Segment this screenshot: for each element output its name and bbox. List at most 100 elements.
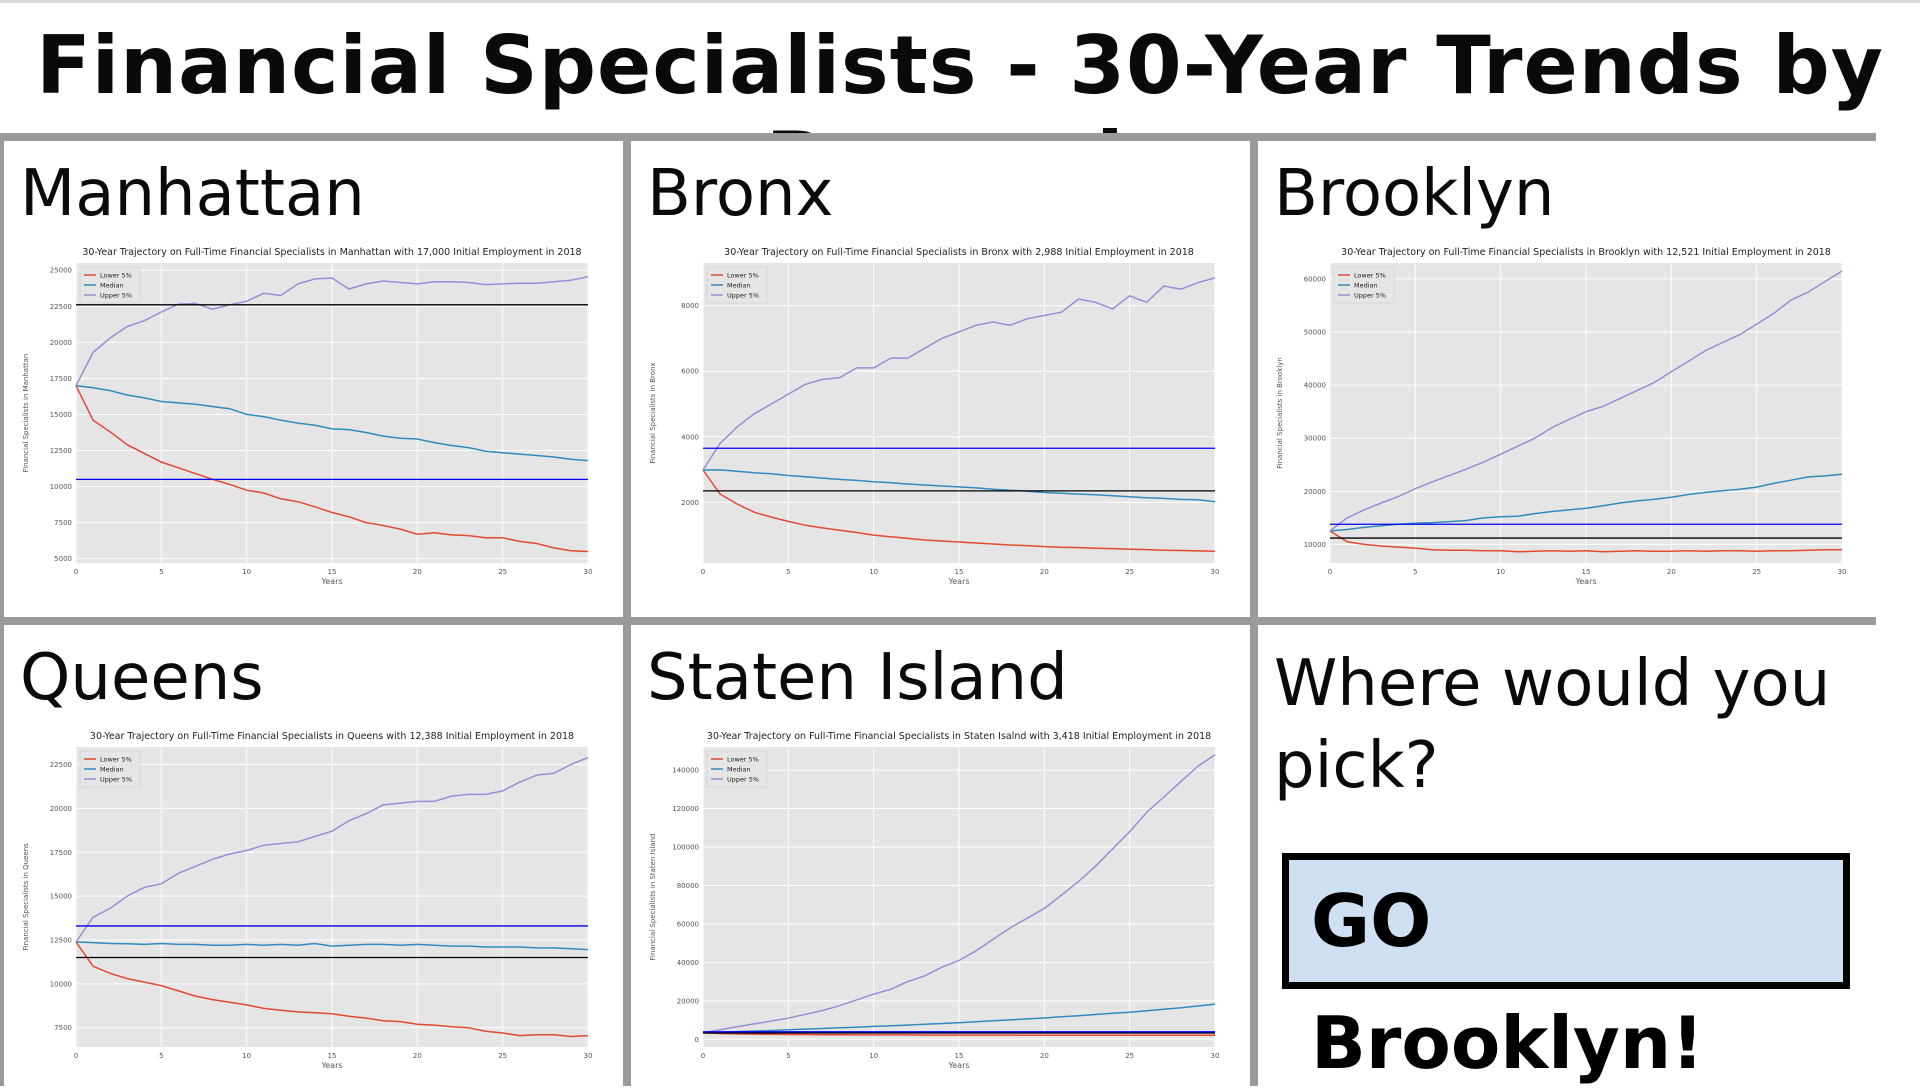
legend-label: Lower 5% xyxy=(100,756,132,764)
chart-brooklyn: 30-Year Trajectory on Full-Time Financia… xyxy=(1270,241,1860,601)
chart-bronx: 30-Year Trajectory on Full-Time Financia… xyxy=(643,241,1233,601)
y-tick-label: 22500 xyxy=(50,303,72,311)
y-tick-label: 25000 xyxy=(50,267,72,275)
y-tick-label: 60000 xyxy=(1304,275,1326,283)
y-tick-label: 7500 xyxy=(54,1024,72,1032)
y-tick-label: 120000 xyxy=(672,805,699,813)
legend: Lower 5% Median Upper 5% xyxy=(79,750,141,788)
panel-staten-island: Staten Island 30-Year Trajectory on Full… xyxy=(631,625,1250,1092)
borough-label: Bronx xyxy=(647,157,834,231)
y-tick-label: 100000 xyxy=(672,844,699,852)
x-tick-label: 15 xyxy=(328,1052,337,1060)
series-line-median xyxy=(1329,473,1843,532)
x-tick-label: 30 xyxy=(584,568,593,576)
x-tick-label: 30 xyxy=(1838,568,1847,576)
x-tick-label: 25 xyxy=(498,1052,507,1060)
legend-label: Median xyxy=(727,282,751,290)
chart-title: 30-Year Trajectory on Full-Time Financia… xyxy=(724,247,1194,258)
x-tick-label: 20 xyxy=(413,568,422,576)
y-tick-label: 10000 xyxy=(50,483,72,491)
borough-label: Brooklyn xyxy=(1274,157,1555,231)
series-line-median xyxy=(702,469,1216,503)
series-line-lower-5- xyxy=(75,385,589,553)
x-tick-label: 25 xyxy=(1125,1052,1134,1060)
borough-label: Manhattan xyxy=(20,157,365,231)
y-tick-label: 60000 xyxy=(677,920,699,928)
y-tick-label: 20000 xyxy=(677,997,699,1005)
x-tick-label: 10 xyxy=(869,568,878,576)
y-tick-label: 8000 xyxy=(681,302,699,310)
y-tick-label: 6000 xyxy=(681,368,699,376)
y-tick-label: 17500 xyxy=(50,849,72,857)
x-tick-label: 5 xyxy=(786,568,790,576)
y-tick-label: 12500 xyxy=(50,447,72,455)
y-tick-label: 140000 xyxy=(672,767,699,775)
y-axis-label: Financial Specialists in Brooklyn xyxy=(1276,357,1284,469)
y-tick-label: 4000 xyxy=(681,433,699,441)
series-line-upper-5- xyxy=(75,756,589,943)
legend-label: Median xyxy=(727,766,751,774)
chart-svg: 30-Year Trajectory on Full-Time Financia… xyxy=(649,247,1219,586)
x-tick-label: 15 xyxy=(955,568,964,576)
y-axis-label: Financial Specialists in Staten Island xyxy=(649,834,657,961)
x-axis-label: Years xyxy=(320,1061,342,1070)
y-tick-label: 50000 xyxy=(1304,329,1326,337)
borough-label: Queens xyxy=(20,641,264,715)
legend-label: Median xyxy=(100,766,124,774)
chart-staten-island: 30-Year Trajectory on Full-Time Financia… xyxy=(643,725,1233,1085)
legend-label: Upper 5% xyxy=(100,776,132,784)
y-tick-label: 15000 xyxy=(50,411,72,419)
go-brooklyn-button[interactable]: GO Brooklyn! xyxy=(1282,853,1850,1085)
legend-label: Lower 5% xyxy=(1354,272,1386,280)
y-tick-label: 7500 xyxy=(54,519,72,527)
legend-label: Lower 5% xyxy=(727,272,759,280)
x-tick-label: 20 xyxy=(1040,568,1049,576)
y-tick-label: 17500 xyxy=(50,375,72,383)
x-tick-label: 20 xyxy=(413,1052,422,1060)
legend-label: Lower 5% xyxy=(100,272,132,280)
chart-manhattan: 30-Year Trajectory on Full-Time Financia… xyxy=(16,241,606,601)
legend: Lower 5% Median Upper 5% xyxy=(706,750,768,788)
x-tick-label: 20 xyxy=(1040,1052,1049,1060)
x-tick-label: 5 xyxy=(1413,568,1417,576)
y-tick-label: 2000 xyxy=(681,499,699,507)
y-tick-label: 5000 xyxy=(54,555,72,563)
y-tick-label: 22500 xyxy=(50,761,72,769)
legend-label: Upper 5% xyxy=(100,292,132,300)
x-tick-label: 25 xyxy=(1125,568,1134,576)
chart-svg: 30-Year Trajectory on Full-Time Financia… xyxy=(22,731,593,1070)
x-tick-label: 5 xyxy=(159,1052,163,1060)
x-tick-label: 0 xyxy=(74,1052,78,1060)
series-line-lower-5- xyxy=(1329,530,1842,553)
x-tick-label: 0 xyxy=(1328,568,1332,576)
y-tick-label: 0 xyxy=(695,1036,699,1044)
legend-label: Upper 5% xyxy=(1354,292,1386,300)
series-line-lower-5- xyxy=(702,469,1216,552)
x-tick-label: 15 xyxy=(955,1052,964,1060)
series-line-upper-5- xyxy=(1329,270,1843,532)
x-tick-label: 15 xyxy=(328,568,337,576)
series-line-upper-5- xyxy=(702,277,1216,471)
x-axis-label: Years xyxy=(947,577,969,586)
legend: Lower 5% Median Upper 5% xyxy=(706,266,768,304)
legend: Lower 5% Median Upper 5% xyxy=(79,266,141,304)
x-tick-label: 0 xyxy=(701,568,705,576)
y-tick-label: 40000 xyxy=(1304,382,1326,390)
x-axis-label: Years xyxy=(1574,577,1596,586)
y-tick-label: 15000 xyxy=(50,893,72,901)
legend: Lower 5% Median Upper 5% xyxy=(1333,266,1395,304)
legend-label: Median xyxy=(100,282,124,290)
borough-grid: Manhattan 30-Year Trajectory on Full-Tim… xyxy=(0,133,1877,1092)
x-tick-label: 25 xyxy=(498,568,507,576)
question-text: Where would you pick? xyxy=(1274,647,1831,803)
x-tick-label: 30 xyxy=(584,1052,593,1060)
x-tick-label: 0 xyxy=(701,1052,705,1060)
x-axis-label: Years xyxy=(947,1061,969,1070)
x-tick-label: 15 xyxy=(1582,568,1591,576)
y-tick-label: 40000 xyxy=(677,959,699,967)
chart-queens: 30-Year Trajectory on Full-Time Financia… xyxy=(16,725,606,1085)
x-tick-label: 30 xyxy=(1211,1052,1220,1060)
y-tick-label: 20000 xyxy=(50,805,72,813)
chart-title: 30-Year Trajectory on Full-Time Financia… xyxy=(90,731,574,742)
series-line-lower-5- xyxy=(75,941,589,1038)
